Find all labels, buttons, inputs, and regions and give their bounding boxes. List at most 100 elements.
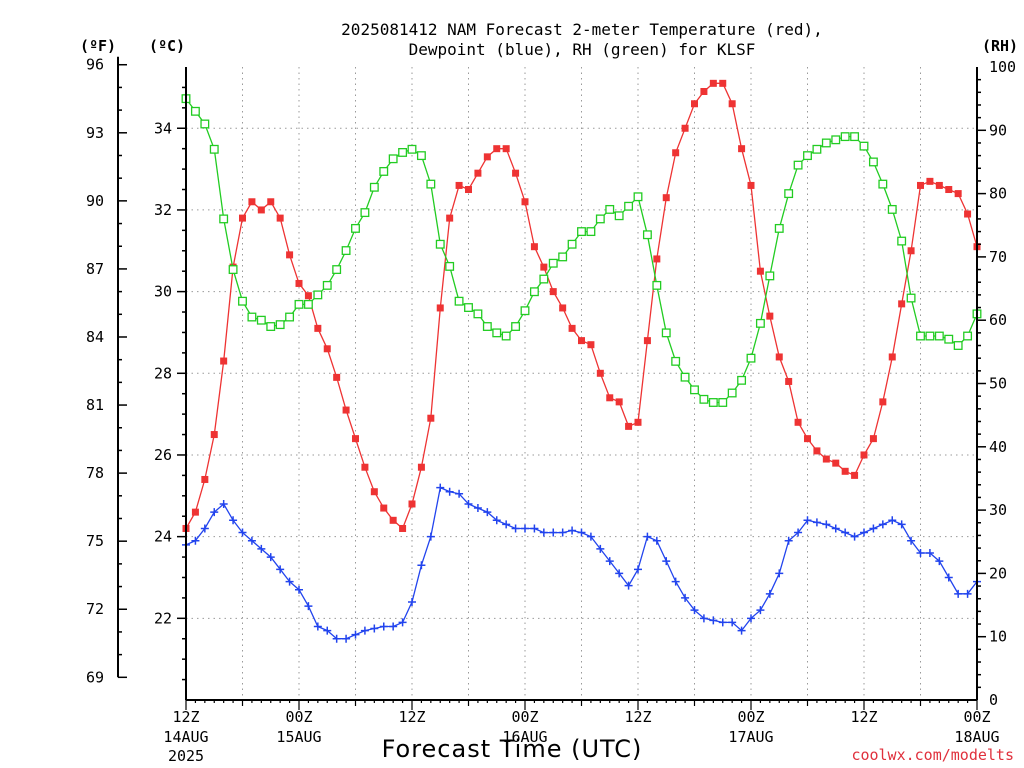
dewpoint-point: [624, 581, 633, 590]
tick-labels: 69 72 75 78 81 84 87 90 93 96 22 24 26 28 30 32 34 0 10 20 3…: [86, 56, 1016, 765]
rh-point: [360, 208, 370, 218]
temperature-point: [879, 398, 887, 406]
dewpoint-point: [502, 520, 511, 529]
dewpoint-point: [605, 557, 614, 566]
dewpoint-point: [398, 618, 407, 627]
time-tick-label: 00Z: [285, 708, 312, 726]
rh-tick-label: 20: [989, 564, 1007, 582]
temperature-point: [314, 324, 322, 332]
grid-lines: [186, 67, 977, 700]
rh-point: [887, 204, 897, 214]
temperature-point: [512, 169, 520, 177]
temperature-point: [643, 337, 651, 345]
rh-point: [322, 280, 332, 290]
temperature-point: [954, 190, 962, 198]
rh-tick-label: 0: [989, 691, 998, 709]
dewpoint-point: [247, 536, 256, 545]
temperature-point: [417, 463, 425, 471]
dewpoint-point: [897, 520, 906, 529]
dewpoint-point: [200, 524, 209, 533]
dewpoint-point: [812, 518, 821, 527]
rh-point: [793, 160, 803, 170]
rh-point: [567, 239, 577, 249]
rh-point: [435, 239, 445, 249]
rh-point: [369, 182, 379, 192]
rh-point: [897, 236, 907, 246]
dewpoint-point: [662, 557, 671, 566]
fahrenheit-tick-label: 93: [86, 124, 104, 142]
rh-point: [256, 315, 266, 325]
rh-point: [426, 179, 436, 189]
rh-point: [963, 331, 973, 341]
time-tick-label: 00Z: [963, 708, 990, 726]
dewpoint-point: [492, 516, 501, 525]
temperature-point: [926, 177, 934, 185]
rh-tick-label: 90: [989, 121, 1007, 139]
rh-point: [718, 398, 728, 407]
rh-point: [388, 154, 398, 164]
temperature-point: [465, 186, 472, 194]
temperature-point: [549, 288, 557, 296]
temperature-point: [493, 145, 501, 153]
time-tick-label: 12Z: [172, 708, 199, 726]
temperature-point: [352, 435, 359, 443]
rh-point: [558, 252, 568, 262]
temperature-point: [794, 418, 802, 426]
dewpoint-point: [803, 516, 812, 525]
time-date-label: 17AUG: [728, 728, 773, 746]
celsius-tick-label: 26: [154, 446, 172, 464]
dewpoint-point: [351, 630, 360, 639]
dewpoint-point: [568, 526, 577, 535]
dewpoint-point: [417, 561, 426, 570]
dewpoint-point: [445, 487, 454, 496]
rh-point: [548, 258, 558, 268]
dewpoint-point: [935, 557, 944, 566]
temperature-point: [700, 88, 708, 96]
dewpoint-point: [869, 524, 878, 533]
temperature-point: [286, 251, 294, 259]
rh-tick-label: 100: [989, 58, 1016, 76]
rh-point: [539, 274, 549, 284]
celsius-tick-label: 32: [154, 201, 172, 219]
temperature-point: [399, 524, 407, 532]
temperature-point: [898, 300, 906, 308]
fahrenheit-tick-label: 90: [86, 192, 104, 210]
rh-point: [727, 388, 737, 398]
temperature-point: [304, 292, 312, 300]
temperature-point: [370, 488, 378, 496]
rh-point: [228, 265, 238, 275]
dewpoint-point: [530, 524, 539, 533]
time-date-label: 16AUG: [502, 728, 547, 746]
dewpoint-point: [925, 548, 934, 557]
rh-point: [774, 223, 784, 233]
rh-point: [200, 119, 210, 129]
rh-point: [595, 214, 605, 224]
credit-text: coolwx.com/modelts: [851, 746, 1014, 764]
temperature-point: [436, 304, 444, 312]
fahrenheit-tick-label: 75: [86, 532, 104, 550]
dewpoint-point: [313, 622, 322, 631]
rh-point: [482, 322, 492, 331]
temperature-point: [596, 369, 604, 377]
time-tick-label: 12Z: [850, 708, 877, 726]
rh-point: [492, 328, 502, 338]
temperature-point: [813, 447, 821, 455]
dewpoint-point: [426, 532, 435, 541]
rh-point: [878, 179, 888, 189]
time-year-label: 2025: [168, 747, 204, 765]
temperature-point: [257, 206, 265, 214]
temperature-point: [446, 214, 454, 222]
rh-point: [624, 201, 634, 211]
rh-point: [577, 227, 586, 237]
fahrenheit-unit-label: (ºF): [80, 37, 116, 55]
dewpoint-point: [266, 553, 275, 562]
temperature-point: [323, 345, 331, 353]
dewpoint-point: [860, 528, 868, 537]
temperature-point: [945, 186, 953, 194]
rh-tick-label: 30: [989, 501, 1007, 519]
dewpoint-point: [907, 536, 916, 545]
fahrenheit-tick-label: 87: [86, 260, 104, 278]
temperature-point: [691, 100, 698, 108]
dewpoint-point: [370, 624, 379, 633]
rh-point: [953, 341, 963, 350]
